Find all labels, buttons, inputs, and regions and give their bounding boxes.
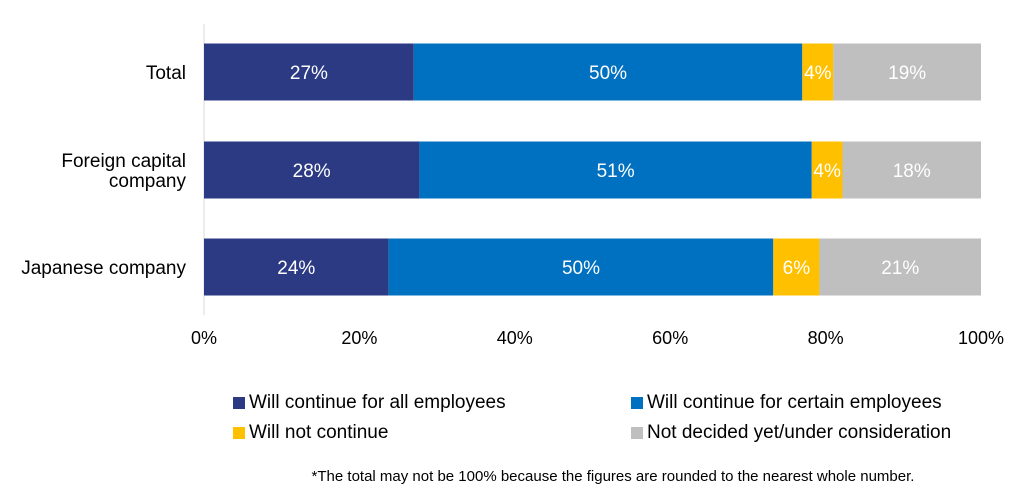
legend-swatch xyxy=(233,397,245,409)
bar-segment xyxy=(204,238,389,296)
data-label: 50% xyxy=(562,258,600,279)
legend-label: Will not continue xyxy=(249,422,389,443)
legend-item-certain-employees: Will continue for certain employees xyxy=(631,392,942,414)
data-label: 21% xyxy=(881,258,919,279)
bar-segment xyxy=(773,238,820,296)
legend-label: Will continue for certain employees xyxy=(647,392,942,413)
x-tick-label: 20% xyxy=(341,328,377,348)
bar-segment xyxy=(419,141,812,199)
chart-footnote: *The total may not be 100% because the f… xyxy=(311,468,915,485)
bar-segment xyxy=(833,43,981,101)
data-label: 51% xyxy=(597,161,635,182)
x-tick-label: 40% xyxy=(497,328,533,348)
data-label: 27% xyxy=(290,63,328,84)
legend-item-all-employees: Will continue for all employees xyxy=(233,392,506,414)
bar-segment xyxy=(388,238,774,296)
legend-item-will-not-continue: Will not continue xyxy=(233,422,388,444)
legend-swatch xyxy=(631,427,643,439)
x-tick-label: 60% xyxy=(652,328,688,348)
data-label: 28% xyxy=(293,161,331,182)
legend-swatch xyxy=(233,427,245,439)
bar-segment xyxy=(819,238,981,296)
category-label: Foreign capital company xyxy=(61,151,186,192)
bar-segment xyxy=(802,43,834,101)
data-label: 4% xyxy=(804,63,832,84)
bar-segment xyxy=(204,141,420,199)
x-tick-label: 0% xyxy=(191,328,217,348)
data-label: 24% xyxy=(277,258,315,279)
legend-label: Will continue for all employees xyxy=(249,392,506,413)
x-tick-label: 80% xyxy=(808,328,844,348)
legend-item-not-decided: Not decided yet/under consideration xyxy=(631,422,951,444)
data-label: 6% xyxy=(783,258,811,279)
data-label: 18% xyxy=(893,161,931,182)
chart-plot-area: 27% 50% 4% 19% Total 28% 51% 4% 18% Foreign capit… xyxy=(21,24,1004,348)
legend-swatch xyxy=(631,397,643,409)
data-label: 19% xyxy=(888,63,926,84)
bar-segment xyxy=(204,43,414,101)
bar-segment xyxy=(842,141,981,199)
category-label: Japanese company xyxy=(21,258,186,279)
bar-segment xyxy=(413,43,803,101)
bar-segment xyxy=(811,141,843,199)
data-label: 4% xyxy=(813,161,841,182)
x-tick-label: 100% xyxy=(958,328,1004,348)
category-label: Total xyxy=(146,63,186,84)
legend-label: Not decided yet/under consideration xyxy=(647,422,952,443)
data-label: 50% xyxy=(589,63,627,84)
